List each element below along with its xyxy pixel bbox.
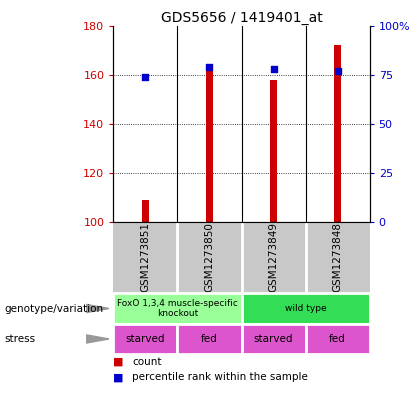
- Text: fed: fed: [201, 334, 218, 344]
- Text: count: count: [132, 356, 162, 367]
- Text: FoxO 1,3,4 muscle-specific
knockout: FoxO 1,3,4 muscle-specific knockout: [117, 299, 238, 318]
- Bar: [142, 200, 149, 222]
- Point: [206, 64, 213, 70]
- Bar: [270, 79, 277, 222]
- Text: wild type: wild type: [285, 304, 326, 313]
- Bar: [334, 45, 341, 222]
- Text: GSM1273849: GSM1273849: [268, 222, 278, 292]
- Point: [142, 73, 149, 80]
- Text: GSM1273850: GSM1273850: [205, 222, 215, 292]
- Bar: [241, 324, 306, 354]
- Point: [334, 68, 341, 74]
- Bar: [206, 67, 213, 222]
- Text: starved: starved: [254, 334, 293, 344]
- Text: ■: ■: [113, 372, 124, 382]
- Text: ■: ■: [113, 356, 124, 367]
- Bar: [178, 324, 242, 354]
- Text: GSM1273848: GSM1273848: [333, 222, 343, 292]
- Polygon shape: [86, 304, 109, 313]
- Polygon shape: [86, 335, 109, 343]
- Bar: [113, 324, 178, 354]
- Title: GDS5656 / 1419401_at: GDS5656 / 1419401_at: [160, 11, 323, 24]
- Bar: [241, 293, 370, 324]
- Text: genotype/variation: genotype/variation: [4, 303, 103, 314]
- Point: [270, 66, 277, 72]
- Text: starved: starved: [126, 334, 165, 344]
- Bar: [306, 324, 370, 354]
- Bar: [113, 293, 241, 324]
- Text: percentile rank within the sample: percentile rank within the sample: [132, 372, 308, 382]
- Text: stress: stress: [4, 334, 35, 344]
- Text: fed: fed: [329, 334, 346, 344]
- Text: GSM1273851: GSM1273851: [140, 222, 150, 292]
